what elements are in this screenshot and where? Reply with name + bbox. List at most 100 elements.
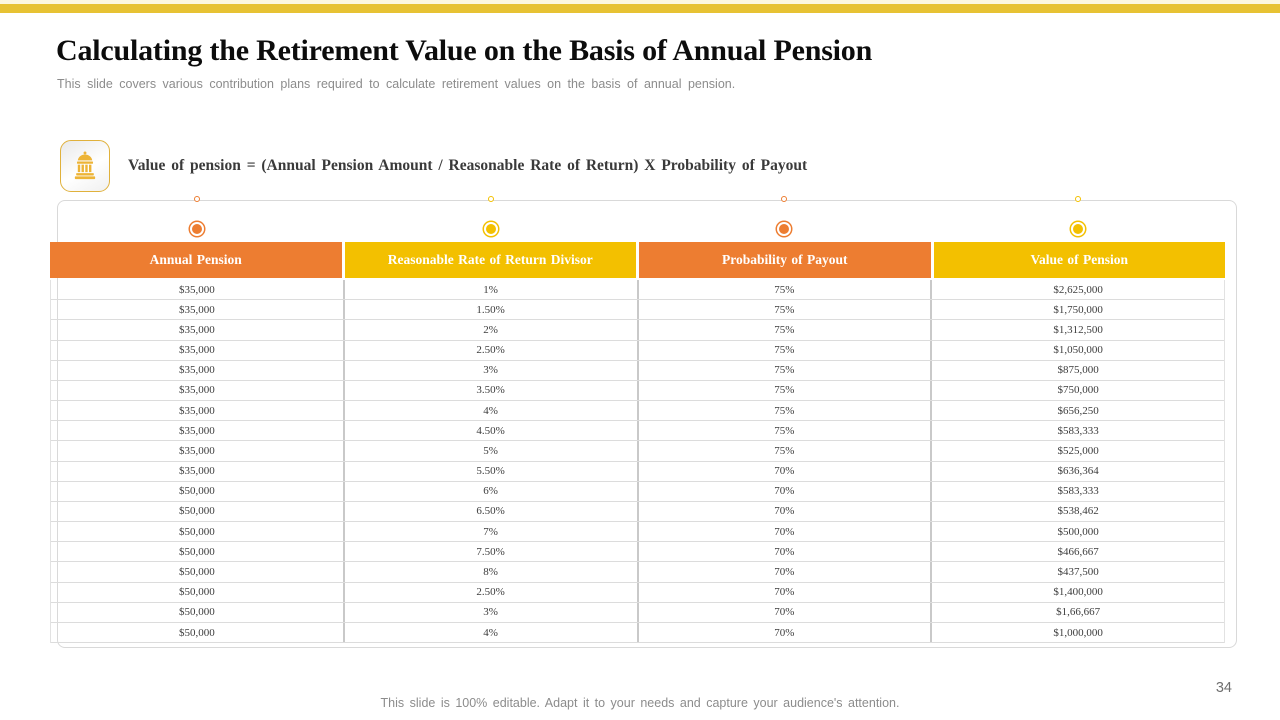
table-body: $35,000 1% 75% $2,625,000 $35,000 1.50% 75% $1,… [50,280,1225,644]
table-cell: 75% [636,380,931,401]
table-cell: 70% [636,522,931,542]
ring-marker-icon [1075,196,1082,202]
table-cell: 4.50% [342,421,637,441]
table-row: $50,000 6% 70% $583,333 [51,481,1224,502]
table-cell: $35,000 [179,364,215,377]
table-row: $35,000 1.50% 75% $1,750,000 [51,300,1224,321]
table-cell: 4% [342,401,637,421]
bank-building-icon [74,151,96,180]
table-cell: 75% [636,441,931,461]
table-cell: 5% [342,441,637,461]
table-cell: $750,000 [930,380,1224,401]
table-cell: $35,000 [179,303,215,316]
footer-note: This slide is 100% editable. Adapt it to… [380,696,900,710]
ring-marker-icon [193,196,200,202]
ring-marker-icon [781,196,788,202]
table-row: $50,000 6.50% 70% $538,462 [51,501,1224,523]
table-cell: 3% [342,602,637,622]
table-cell: $500,000 [930,522,1224,542]
table-cell: $50,000 [179,525,215,538]
table-cell: 5.50% [342,461,637,481]
table-cell: 70% [636,461,931,481]
table-cell: $1,000,000 [930,622,1224,643]
table-cell: 75% [636,401,931,421]
table-cell: $35,000 [179,424,215,437]
dot-marker-icon [1073,224,1084,234]
formula-icon-frame [60,140,110,192]
column-header-value-of-pension: Value of Pension [933,242,1225,278]
table-cell: 75% [636,300,931,320]
page-subtitle: This slide covers various contribution p… [57,77,736,91]
table-cell: $656,250 [930,401,1224,421]
table-cell: 1% [342,280,637,300]
dot-marker-icon [191,224,202,234]
table-cell: 2.50% [342,340,637,360]
column-header-annual-pension: Annual Pension [50,242,342,278]
table-row: $50,000 8% 70% $437,500 [51,562,1224,583]
table-cell: 75% [636,340,931,360]
table-row: $50,000 2.50% 70% $1,400,000 [51,582,1224,603]
table-cell: $35,000 [179,444,215,457]
table-cell: $1,66,667 [930,602,1224,622]
table-cell: 7.50% [342,542,637,562]
table-cell: $525,000 [930,441,1224,461]
table-cell: 8% [342,562,637,582]
table-cell: $466,667 [930,542,1224,562]
dot-marker-icon [779,224,790,234]
table-cell: 7% [342,522,637,542]
table-cell: 70% [636,542,931,562]
table-cell: 70% [636,602,931,622]
table-cell: 2.50% [342,582,637,602]
table-cell: $583,333 [930,421,1224,441]
table-cell: $1,050,000 [930,340,1224,360]
table-cell: $1,750,000 [930,300,1224,320]
table-cell: $50,000 [179,485,215,498]
table-cell: 6.50% [342,501,637,522]
table-cell: 70% [636,501,931,522]
table-row: $50,000 7% 70% $500,000 [51,522,1224,543]
column-header-rate-of-return: Reasonable Rate of Return Divisor [344,242,636,278]
table-cell: $50,000 [179,586,215,599]
dot-marker-icon [485,224,496,234]
page-title: Calculating the Retirement Value on the … [56,34,873,67]
table-row: $50,000 3% 70% $1,66,667 [51,602,1224,623]
table-cell: 70% [636,562,931,582]
table-cell: 3.50% [342,380,637,401]
table-row: $35,000 3.50% 75% $750,000 [51,380,1224,402]
table-cell: 75% [636,280,931,300]
table-cell: $1,400,000 [930,582,1224,602]
page-number: 34 [1215,680,1232,696]
table-cell: 70% [636,622,931,643]
table-cell: $1,312,500 [930,320,1224,340]
table-cell: $437,500 [930,562,1224,582]
column-top-markers [50,196,1225,202]
table-row: $35,000 5.50% 70% $636,364 [51,461,1224,482]
table-cell: $35,000 [179,465,215,478]
table-cell: $538,462 [930,501,1224,522]
table-cell: 70% [636,582,931,602]
table-row: $50,000 7.50% 70% $466,667 [51,542,1224,563]
table-cell: $50,000 [179,626,215,639]
table-cell: $875,000 [930,360,1224,380]
table-cell: 75% [636,320,931,340]
ring-marker-icon [487,196,494,202]
table-cell: $583,333 [930,481,1224,501]
table-cell: 3% [342,360,637,380]
table-cell: 6% [342,481,637,501]
column-dot-markers [50,224,1225,234]
table-cell: $50,000 [179,545,215,558]
table-row: $35,000 2% 75% $1,312,500 [51,320,1224,341]
table-cell: 75% [636,360,931,380]
table-cell: $50,000 [179,606,215,619]
table-cell: $2,625,000 [930,280,1224,300]
table-row: $35,000 3% 75% $875,000 [51,360,1224,381]
table-cell: $50,000 [179,505,215,518]
table-cell: $35,000 [179,323,215,336]
table-cell: $35,000 [179,404,215,417]
table-cell: 75% [636,421,931,441]
table-cell: $35,000 [179,384,215,397]
table-cell: 4% [342,622,637,643]
top-accent-bar-gold [0,4,1280,13]
table-row: $35,000 4.50% 75% $583,333 [51,421,1224,442]
